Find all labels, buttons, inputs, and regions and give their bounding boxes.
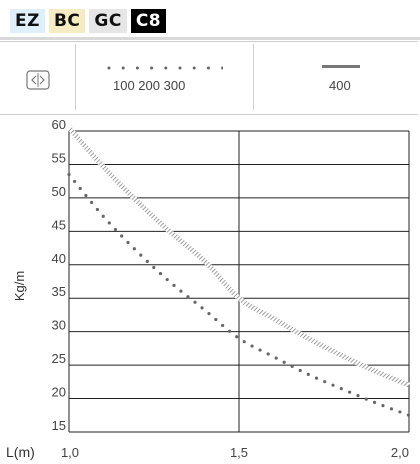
- legend-dotted-label: 100 200 300: [113, 78, 186, 93]
- tab-bc[interactable]: BC: [48, 9, 86, 33]
- series-line-100-200-300: [67, 172, 411, 417]
- legend-solid-label: 400: [329, 78, 351, 93]
- y-tick-label: 45: [52, 217, 66, 232]
- legend-divider: [75, 44, 76, 110]
- y-tick-label: 20: [52, 385, 66, 400]
- y-tick-label: 35: [52, 284, 66, 299]
- legend-dotted-swatch: [107, 66, 223, 70]
- legend-panel: [0, 41, 418, 115]
- y-tick-label: 30: [52, 318, 66, 333]
- x-tick-label: 1,0: [61, 445, 79, 460]
- chart-ticks: 15 20 25 30 35 40 45 50 55 60 1,0 1,5 2,0: [52, 117, 409, 460]
- header-divider: [0, 37, 420, 40]
- series-line-400: [67, 126, 410, 388]
- x-tick-label: 2,0: [391, 445, 409, 460]
- y-tick-label: 50: [52, 184, 66, 199]
- x-axis-label: L(m): [6, 444, 35, 460]
- product-tabs: EZ BC GC C8: [10, 9, 167, 33]
- y-tick-label: 55: [52, 150, 66, 165]
- chart-series: [67, 126, 411, 417]
- y-tick-label: 60: [52, 117, 66, 132]
- tab-gc[interactable]: GC: [89, 9, 127, 33]
- legend-solid-swatch: [322, 65, 360, 68]
- tab-ez[interactable]: EZ: [10, 9, 45, 33]
- y-tick-label: 15: [52, 418, 66, 433]
- legend-divider: [253, 44, 254, 110]
- x-tick-label: 1,5: [230, 445, 248, 460]
- y-tick-label: 25: [52, 351, 66, 366]
- tab-c8[interactable]: C8: [130, 9, 167, 33]
- chart-grid: [68, 130, 410, 433]
- y-tick-label: 40: [52, 251, 66, 266]
- arrows-left-right-icon[interactable]: [26, 70, 50, 90]
- y-axis-label: Kg/m: [12, 271, 27, 301]
